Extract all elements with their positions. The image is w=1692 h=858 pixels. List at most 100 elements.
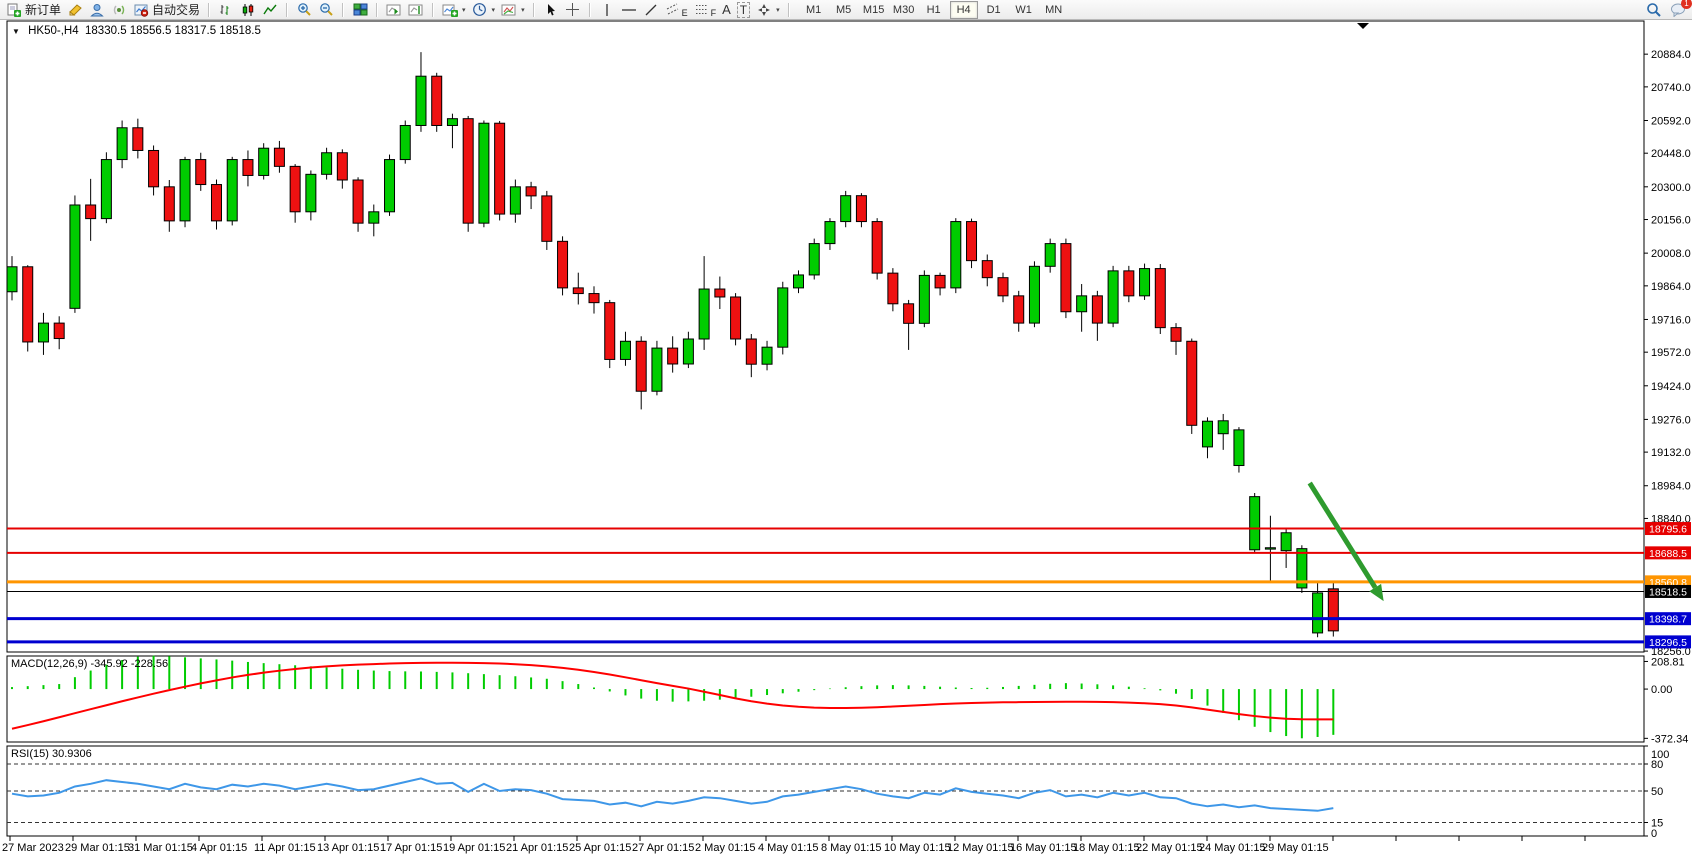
search-icon[interactable] bbox=[1646, 2, 1662, 17]
trendline-tool-button[interactable] bbox=[640, 2, 662, 18]
crosshair-tool-button[interactable] bbox=[562, 2, 584, 18]
time-tick-label: 25 Apr 01:15 bbox=[569, 842, 631, 854]
time-tick-label: 22 May 01:15 bbox=[1136, 842, 1203, 854]
candle-body bbox=[226, 159, 238, 222]
line-chart-button[interactable] bbox=[259, 2, 281, 18]
tab-timeframe-d1[interactable]: D1 bbox=[986, 3, 1001, 16]
price-tick-label: 19276.0 bbox=[1651, 414, 1691, 426]
candle-body bbox=[1123, 270, 1135, 297]
candle-body bbox=[934, 274, 946, 289]
arrows-tool-button[interactable]: ▾ bbox=[753, 2, 783, 18]
chart-shift-button[interactable] bbox=[405, 2, 427, 18]
candle-body bbox=[289, 165, 301, 213]
tab-timeframe-w1[interactable]: W1 bbox=[1015, 3, 1032, 16]
price-flag-label: 18296.5 bbox=[1649, 637, 1687, 649]
candle-body bbox=[431, 75, 443, 126]
fibonacci-tool-button[interactable]: F bbox=[691, 2, 720, 18]
macd-pane bbox=[6, 655, 1645, 743]
templates-button[interactable]: ▾ bbox=[498, 2, 528, 18]
tab-timeframe-m15[interactable]: M15 bbox=[862, 3, 885, 16]
price-tick-label: 20448.0 bbox=[1651, 148, 1691, 160]
channel-icon bbox=[665, 2, 681, 17]
tab-timeframe-h4[interactable]: H4 bbox=[949, 0, 978, 19]
macd-axis-label: 0.00 bbox=[1651, 684, 1672, 696]
channel-letter: E bbox=[681, 7, 688, 18]
candle-body bbox=[1186, 340, 1198, 426]
candle-body bbox=[1201, 420, 1213, 448]
price-tick-label: 20592.0 bbox=[1651, 115, 1691, 127]
candle-body bbox=[273, 147, 285, 167]
price-tick-label: 20740.0 bbox=[1651, 82, 1691, 94]
metaeditor-button[interactable] bbox=[64, 2, 86, 18]
cursor-icon bbox=[543, 2, 559, 17]
auto-scroll-button[interactable] bbox=[383, 2, 405, 18]
text-tool-button[interactable]: A bbox=[719, 2, 734, 18]
chart-symbol-period: HK50-,H4 bbox=[28, 25, 79, 37]
time-tick-label: 29 Mar 01:15 bbox=[65, 842, 130, 854]
candle-body bbox=[855, 195, 867, 223]
candle-body bbox=[132, 127, 144, 151]
candle-body bbox=[210, 184, 222, 222]
tab-timeframe-m1[interactable]: M1 bbox=[805, 3, 822, 16]
chevron-down-icon: ▾ bbox=[491, 6, 496, 14]
candle-body bbox=[525, 186, 537, 197]
tile-windows-button[interactable] bbox=[349, 2, 371, 18]
vertical-line-tool-button[interactable] bbox=[596, 2, 618, 18]
cursor-tool-button[interactable] bbox=[540, 2, 562, 18]
bar-chart-button[interactable] bbox=[215, 2, 237, 18]
toolbar-separator bbox=[376, 2, 379, 17]
arrow-annotation[interactable] bbox=[1307, 481, 1384, 602]
candle-body bbox=[478, 122, 490, 224]
new-order-button[interactable]: 新订单 bbox=[3, 2, 64, 18]
tab-timeframe-mn[interactable]: MN bbox=[1045, 3, 1063, 16]
equidistant-channel-tool-button[interactable]: E bbox=[662, 2, 691, 18]
fibonacci-icon bbox=[694, 2, 710, 17]
zoom-in-icon bbox=[296, 2, 312, 17]
candle-body bbox=[1280, 532, 1292, 552]
candle-body bbox=[1312, 592, 1324, 634]
candle-body bbox=[761, 346, 773, 365]
time-tick-label: 27 Mar 2023 bbox=[2, 842, 64, 854]
rsi-axis-label: 15 bbox=[1651, 818, 1663, 830]
candle-body bbox=[1107, 270, 1119, 324]
chart-shift-marker[interactable] bbox=[1357, 23, 1369, 29]
macd-axis-label: 208.81 bbox=[1651, 656, 1685, 668]
indicators-button[interactable]: ▾ bbox=[439, 2, 469, 18]
signals-button[interactable] bbox=[108, 2, 130, 18]
text-tool-icon: A bbox=[722, 2, 731, 17]
candle-body bbox=[682, 338, 694, 365]
candle-body bbox=[588, 293, 600, 304]
price-flag bbox=[1645, 522, 1691, 536]
community-button[interactable] bbox=[86, 2, 108, 18]
candle-body bbox=[824, 221, 836, 245]
candle-body bbox=[871, 221, 883, 274]
periods-button[interactable]: ▾ bbox=[469, 2, 499, 18]
candlestick-series bbox=[6, 52, 1339, 638]
chart-menu-arrow-icon[interactable]: ▼ bbox=[12, 27, 20, 36]
horizontal-line-tool-button[interactable] bbox=[618, 2, 640, 18]
autotrading-icon bbox=[133, 2, 149, 17]
tab-timeframe-h1[interactable]: H1 bbox=[926, 3, 941, 16]
candle-body bbox=[950, 221, 962, 289]
time-tick-label: 29 May 01:15 bbox=[1262, 842, 1329, 854]
candle-body bbox=[1233, 429, 1245, 467]
toolbar-separator bbox=[532, 2, 535, 17]
candle-body bbox=[730, 296, 742, 340]
zoom-in-button[interactable] bbox=[293, 2, 315, 18]
rsi-axis-label: 0 bbox=[1651, 828, 1657, 840]
rsi-pane bbox=[6, 745, 1645, 837]
candle-body bbox=[745, 338, 757, 365]
time-tick-label: 19 Apr 01:15 bbox=[443, 842, 505, 854]
notifications-icon[interactable]: 1 bbox=[1670, 0, 1692, 17]
crosshair-icon bbox=[565, 2, 581, 17]
price-flag bbox=[1645, 584, 1691, 598]
zoom-out-button[interactable] bbox=[315, 2, 337, 18]
autotrading-button[interactable]: 自动交易 bbox=[130, 2, 203, 18]
text-label-tool-button[interactable]: T bbox=[734, 1, 753, 18]
tab-timeframe-m30[interactable]: M30 bbox=[892, 3, 915, 16]
price-flag bbox=[1645, 635, 1691, 649]
price-tick-label: 20156.0 bbox=[1651, 215, 1691, 227]
tab-timeframe-m5[interactable]: M5 bbox=[835, 3, 852, 16]
candlestick-chart-button[interactable] bbox=[237, 2, 259, 18]
